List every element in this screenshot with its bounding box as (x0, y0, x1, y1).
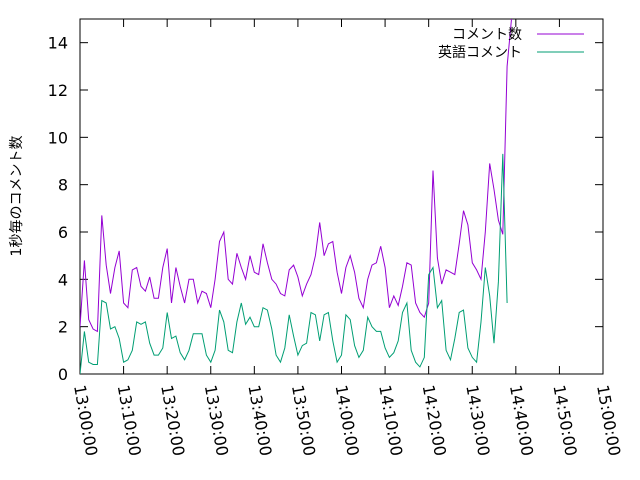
legend-label: 英語コメント (438, 44, 522, 61)
y-tick-label: 2 (58, 318, 68, 337)
series-line-comments (80, 19, 512, 333)
x-tick-label: 13:20:00 (157, 383, 188, 457)
x-tick-label: 13:50:00 (288, 383, 319, 457)
y-tick-label: 8 (58, 176, 68, 195)
x-tick-label: 13:30:00 (201, 383, 232, 457)
x-tick-label: 14:40:00 (506, 383, 537, 457)
x-tick-label: 13:00:00 (70, 383, 101, 457)
y-tick-label: 0 (58, 365, 68, 384)
legend-label: コメント数 (452, 27, 522, 43)
y-tick-label: 10 (48, 128, 68, 147)
x-tick-label: 14:50:00 (549, 383, 580, 457)
x-tick-label: 15:00:00 (593, 383, 624, 457)
y-axis: 0 2 4 6 8 10 12 14 (48, 34, 603, 384)
x-tick-label: 14:10:00 (375, 383, 406, 457)
series-lines (80, 19, 512, 374)
y-tick-label: 12 (48, 81, 68, 100)
plot-frame (79, 18, 604, 375)
y-tick-label: 6 (58, 223, 68, 242)
x-tick-label: 13:40:00 (244, 383, 275, 457)
y-tick-label: 4 (58, 270, 68, 289)
x-tick-label: 13:10:00 (114, 383, 145, 457)
series-line-english-comments (80, 153, 508, 374)
y-tick-label: 14 (48, 34, 68, 53)
y-axis-label: 1秒毎のコメント数 (9, 136, 25, 257)
x-tick-label: 14:20:00 (419, 383, 450, 457)
x-axis: 13:00:00 13:10:00 13:20:00 13:30:00 13:40:00… (70, 19, 624, 457)
x-tick-label: 14:00:00 (332, 383, 363, 457)
x-tick-label: 14:30:00 (462, 383, 493, 457)
